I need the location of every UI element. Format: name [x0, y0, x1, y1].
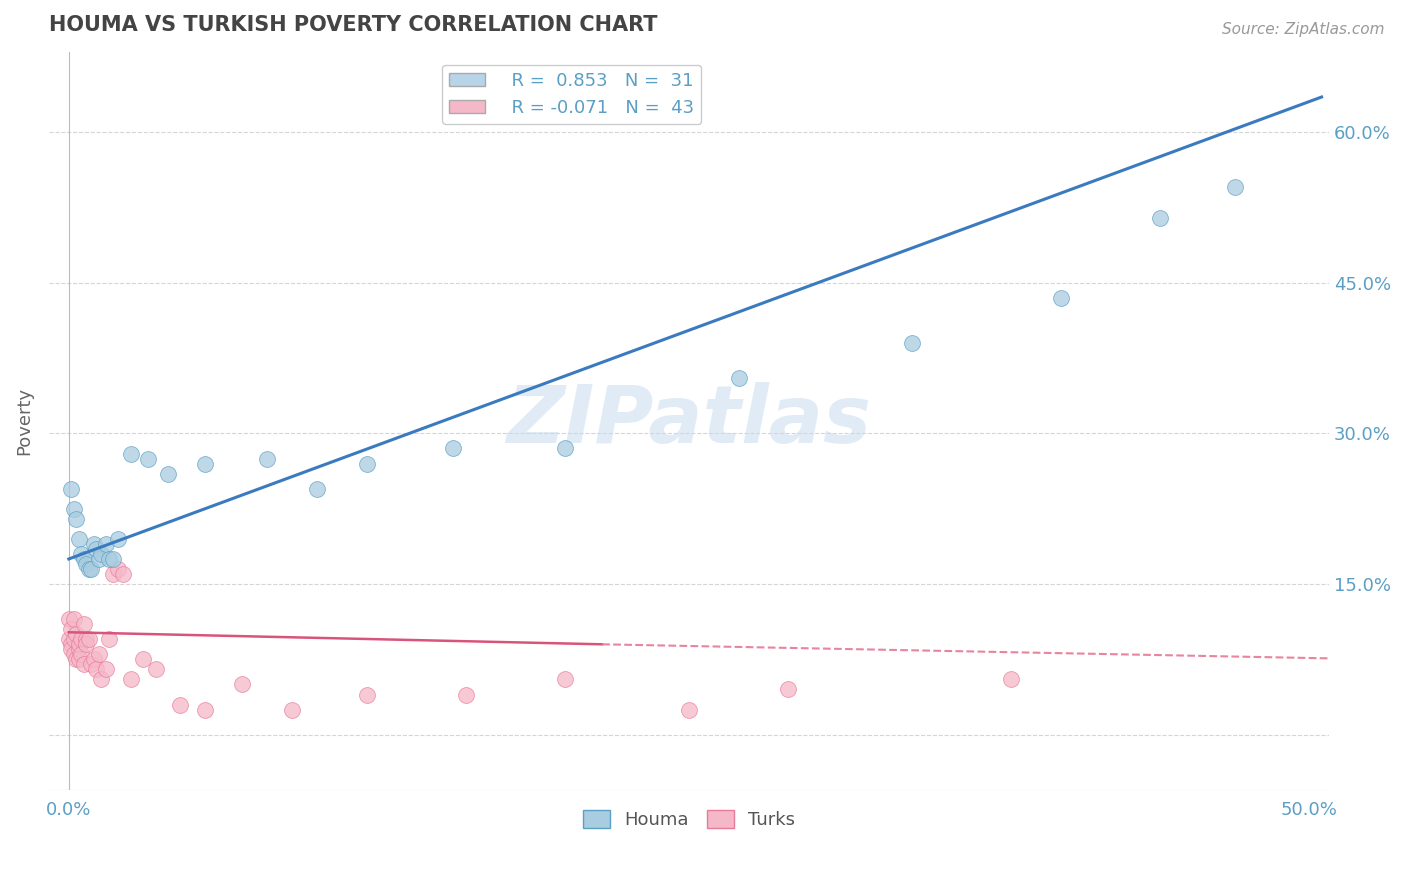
Point [75, 632, 97, 647]
Point [67, 642, 90, 657]
Text: Source: ZipAtlas.com: Source: ZipAtlas.com [1222, 22, 1385, 37]
Point [441, 442, 464, 456]
Point [67, 637, 90, 651]
Point [356, 457, 378, 471]
Point [80, 562, 103, 576]
Point [305, 482, 328, 496]
Point [554, 673, 576, 687]
Point [65, 652, 87, 666]
Point [83, 652, 105, 666]
Point [107, 562, 129, 576]
Point [84, 541, 107, 556]
Point [157, 467, 180, 481]
Point [103, 552, 125, 566]
Point [87, 648, 110, 662]
Point [70, 632, 93, 647]
Point [94, 537, 117, 551]
Text: HOUMA VS TURKISH POVERTY CORRELATION CHART: HOUMA VS TURKISH POVERTY CORRELATION CHA… [49, 15, 658, 35]
Point [454, 688, 477, 702]
Point [60, 482, 83, 496]
Point [90, 547, 112, 561]
Point [84, 662, 107, 676]
Point [1050, 291, 1073, 305]
Point [727, 371, 749, 385]
Point [194, 457, 217, 471]
Point [77, 562, 100, 576]
Point [62, 501, 84, 516]
Point [58, 612, 80, 626]
Point [901, 336, 924, 351]
Point [73, 552, 96, 566]
Point [281, 702, 304, 716]
Point [132, 652, 155, 666]
Point [1000, 673, 1022, 687]
Point [231, 677, 253, 691]
Point [62, 648, 84, 662]
Point [58, 632, 80, 647]
Point [120, 446, 142, 460]
Point [65, 627, 87, 641]
Point [75, 637, 97, 651]
Point [62, 612, 84, 626]
Point [90, 673, 112, 687]
Point [554, 442, 576, 456]
Text: ZIPatlas: ZIPatlas [506, 382, 872, 460]
Point [145, 662, 167, 676]
Point [1149, 211, 1171, 225]
Point [778, 682, 800, 697]
Point [67, 652, 90, 666]
Point [256, 451, 278, 466]
Point [60, 642, 83, 657]
Point [70, 547, 93, 561]
Point [87, 552, 110, 566]
Point [65, 512, 87, 526]
Point [107, 532, 129, 546]
Point [60, 637, 83, 651]
Point [1223, 180, 1246, 194]
Point [112, 567, 135, 582]
Point [97, 632, 120, 647]
Point [77, 632, 100, 647]
Point [120, 673, 142, 687]
Point [94, 662, 117, 676]
Point [194, 702, 217, 716]
Y-axis label: Poverty: Poverty [15, 387, 32, 455]
Point [356, 688, 378, 702]
Point [75, 557, 97, 571]
Point [678, 702, 700, 716]
Point [136, 451, 159, 466]
Point [73, 617, 96, 632]
Point [83, 537, 105, 551]
Point [67, 532, 90, 546]
Point [97, 552, 120, 566]
Point [103, 567, 125, 582]
Point [73, 657, 96, 672]
Point [70, 648, 93, 662]
Point [169, 698, 191, 712]
Point [60, 622, 83, 636]
Point [62, 632, 84, 647]
Point [80, 657, 103, 672]
Legend: Houma, Turks: Houma, Turks [575, 803, 803, 836]
